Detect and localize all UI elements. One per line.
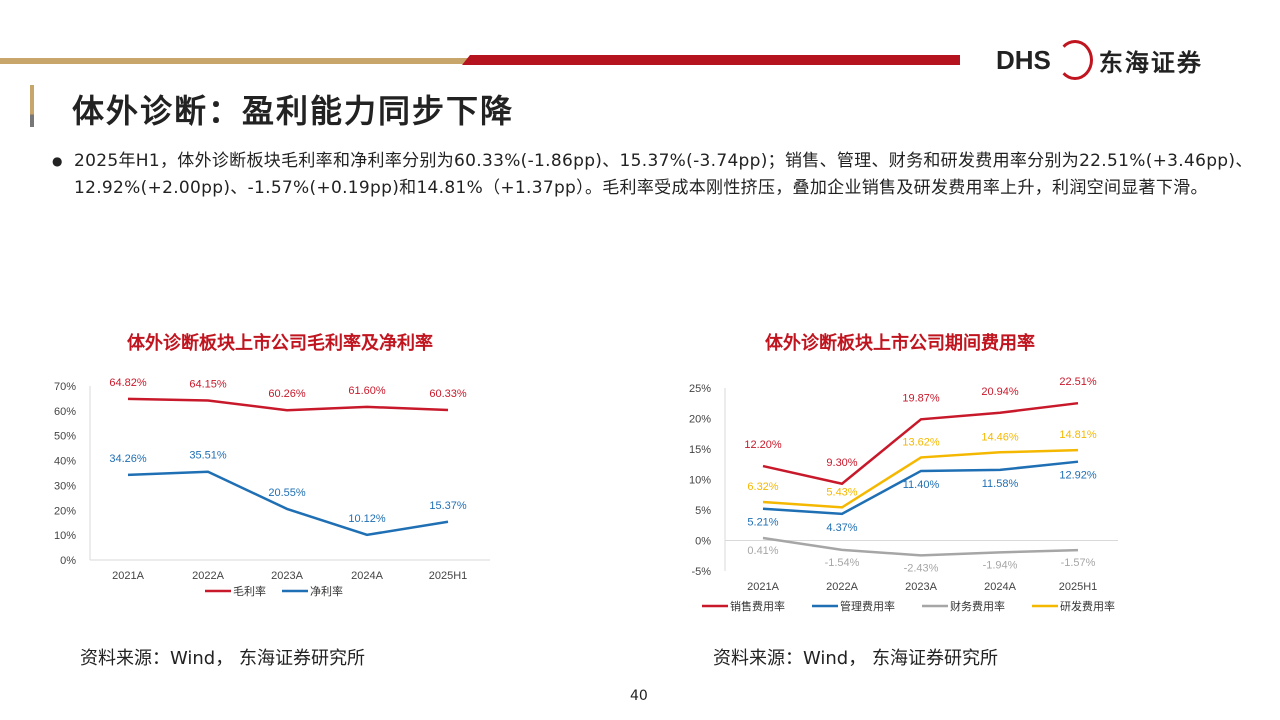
data-label: 6.32%	[747, 481, 778, 493]
series-line-0	[127, 397, 449, 412]
y-tick-label: 70%	[54, 381, 76, 393]
y-tick-label: 0%	[695, 536, 711, 548]
data-label: 60.33%	[429, 388, 467, 400]
y-tick-label: 5%	[695, 505, 711, 517]
y-tick-label: 10%	[689, 475, 711, 487]
data-label: 5.21%	[747, 517, 778, 529]
x-tick-label: 2023A	[271, 570, 303, 582]
data-label: 9.30%	[826, 457, 857, 469]
bullet-text: 2025年H1，体外诊断板块毛利率和净利率分别为60.33%(-1.86pp)、…	[52, 148, 1274, 202]
chart1-svg: 0% 10% 20% 30% 40% 50% 60% 70% 2021A 2022A 2023A 20…	[54, 377, 490, 598]
data-label: 12.20%	[744, 439, 782, 451]
data-label: 64.15%	[189, 379, 227, 391]
y-tick-label: 0%	[60, 555, 76, 567]
data-label: -1.94%	[983, 559, 1018, 571]
legend-label: 财务费用率	[950, 599, 1005, 613]
legend-label: 销售费用率	[730, 599, 785, 613]
y-tick-label: 10%	[54, 530, 76, 542]
data-label: 10.12%	[348, 513, 386, 525]
y-tick-label: 30%	[54, 480, 76, 492]
data-label: 15.37%	[429, 500, 467, 512]
x-tick-label: 2022A	[192, 570, 224, 582]
title-marker	[30, 85, 34, 127]
data-label: 19.87%	[902, 392, 940, 404]
y-tick-label: 20%	[689, 414, 711, 426]
data-label: 14.81%	[1059, 429, 1097, 441]
y-tick-label: 60%	[54, 406, 76, 418]
x-tick-label: 2022A	[826, 581, 858, 593]
source-note-1: 资料来源：Wind， 东海证券研究所	[80, 648, 365, 669]
y-tick-label: 50%	[54, 431, 76, 443]
header-bar-gold	[0, 58, 470, 64]
y-tick-label: 40%	[54, 456, 76, 468]
data-label: 35.51%	[189, 450, 227, 462]
page-number: 40	[630, 688, 648, 704]
data-label: 11.58%	[982, 478, 1019, 490]
data-label: 12.92%	[1059, 470, 1097, 482]
legend-label: 研发费用率	[1060, 599, 1115, 613]
y-tick-label: 20%	[54, 505, 76, 517]
series-line-1	[127, 470, 449, 537]
data-label: 20.55%	[268, 487, 306, 499]
y-tick-label: 15%	[689, 444, 711, 456]
y-tick-label: 25%	[689, 383, 711, 395]
data-label: 5.43%	[826, 486, 857, 498]
legend-label: 毛利率	[233, 584, 266, 598]
header-bar-red	[462, 55, 960, 65]
x-tick-label: 2025H1	[1059, 581, 1098, 593]
data-label: 11.40%	[903, 479, 940, 491]
x-tick-label: 2025H1	[429, 570, 468, 582]
x-tick-label: 2021A	[747, 581, 779, 593]
source-note-2: 资料来源：Wind， 东海证券研究所	[713, 648, 998, 669]
chart2-svg: -5% 0% 5% 10% 15% 20% 25% 2021A 2022A 2023A 2024A 2…	[689, 376, 1118, 613]
data-label: 14.46%	[981, 431, 1019, 443]
x-tick-label: 2024A	[984, 581, 1016, 593]
data-label: -1.54%	[825, 557, 860, 569]
legend-label: 净利率	[310, 584, 343, 598]
chart2-title: 体外诊断板块上市公司期间费用率	[765, 333, 1035, 354]
x-tick-label: 2023A	[905, 581, 937, 593]
data-label: 20.94%	[981, 386, 1019, 398]
data-label: -1.57%	[1061, 557, 1096, 569]
x-tick-label: 2024A	[351, 570, 383, 582]
data-label: 61.60%	[348, 385, 386, 397]
data-label: 34.26%	[109, 453, 147, 465]
data-label: 13.62%	[902, 436, 940, 448]
data-label: 60.26%	[268, 388, 306, 400]
logo: DHS 东海证券	[996, 40, 1203, 80]
page-title: 体外诊断：盈利能力同步下降	[72, 92, 515, 130]
data-label: 4.37%	[826, 522, 857, 534]
data-label: 0.41%	[747, 545, 778, 557]
y-tick-label: -5%	[691, 566, 711, 578]
x-tick-label: 2021A	[112, 570, 144, 582]
chart1-title: 体外诊断板块上市公司毛利率及净利率	[127, 333, 433, 354]
data-label: 22.51%	[1059, 376, 1097, 388]
dragon-logo-icon	[1056, 40, 1093, 80]
legend-label: 管理费用率	[840, 599, 895, 613]
data-label: -2.43%	[904, 562, 939, 574]
data-label: 64.82%	[109, 377, 147, 389]
